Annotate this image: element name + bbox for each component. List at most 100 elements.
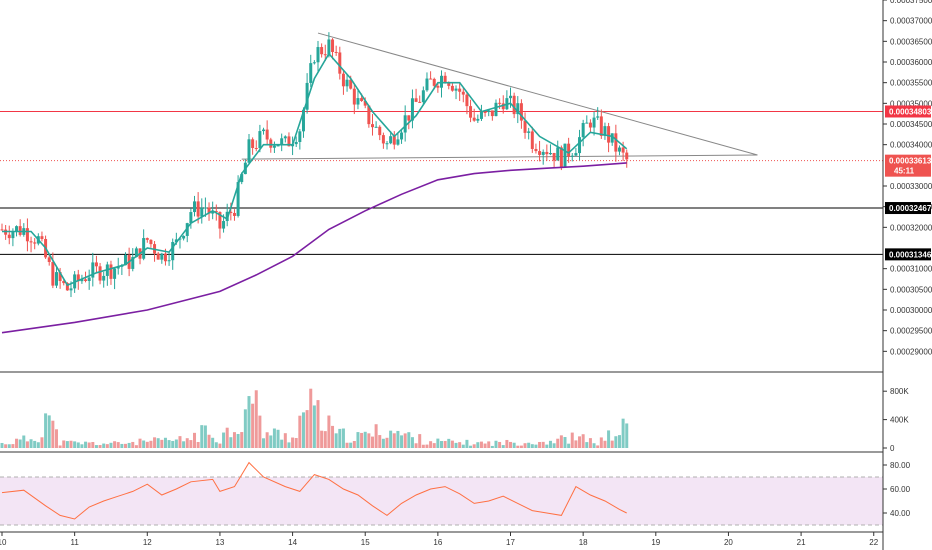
candle-body <box>625 152 629 160</box>
volume-bar <box>563 437 567 448</box>
volume-bar <box>167 440 171 448</box>
volume-bar <box>229 437 233 448</box>
rsi-line <box>1 461 627 520</box>
candle-body <box>545 151 549 155</box>
candle-body <box>276 145 280 147</box>
volume-bar <box>370 436 374 448</box>
candle-body <box>80 279 84 282</box>
rsi-pane <box>0 461 883 526</box>
candle-body <box>465 94 469 107</box>
price-pane <box>0 32 883 334</box>
price-tick-label: 0.00030000 <box>890 306 932 315</box>
volume-bar <box>163 437 167 448</box>
candle-body <box>94 262 98 267</box>
candle-body <box>309 63 313 83</box>
volume-bar <box>91 442 95 448</box>
candle-body <box>163 253 167 262</box>
volume-bar <box>465 439 469 448</box>
time-tick-label: 21 <box>797 538 806 547</box>
candle-body <box>563 143 567 168</box>
price-tick-label: 0.00035500 <box>890 79 932 88</box>
candle-body <box>494 102 498 117</box>
candle-body <box>367 105 371 125</box>
candle-body <box>530 131 534 149</box>
volume-bar <box>316 400 320 448</box>
candle-body <box>483 112 487 114</box>
candle-body <box>76 274 80 282</box>
volume-bar <box>592 443 596 448</box>
candle-body <box>516 103 520 115</box>
ma-line <box>2 52 628 287</box>
volume-bar <box>127 442 131 448</box>
volume-bar <box>585 442 589 448</box>
volume-bar <box>599 437 603 448</box>
volume-bar <box>218 443 222 448</box>
volume-bar <box>62 440 66 448</box>
candle-body <box>523 120 527 133</box>
candle-body <box>7 234 11 239</box>
volume-bar <box>51 420 55 448</box>
price-tick-label: 0.00033000 <box>890 182 932 191</box>
candle-body <box>421 90 425 103</box>
volume-bar <box>603 440 607 448</box>
volume-bar <box>483 443 487 448</box>
volume-bar <box>490 445 494 448</box>
volume-bar <box>94 445 98 448</box>
candle-body <box>87 277 91 281</box>
volume-bar <box>142 440 146 448</box>
volume-bar <box>84 441 88 448</box>
last-price-tag <box>885 154 931 177</box>
volume-bar <box>196 442 200 448</box>
level-tag-label: 0.00032467 <box>889 204 932 213</box>
candle-body <box>149 239 153 245</box>
volume-bar <box>323 431 327 448</box>
candle-body <box>552 153 556 161</box>
volume-bar <box>4 444 8 448</box>
candle-body <box>476 118 480 121</box>
candle-body <box>134 248 138 258</box>
candle-body <box>432 78 436 86</box>
candle-body <box>356 98 360 105</box>
volume-bar <box>523 443 527 448</box>
volume-bar <box>65 441 69 448</box>
candle-body <box>98 266 102 281</box>
volume-bar <box>240 432 244 448</box>
price-tick-label: 0.00036000 <box>890 58 932 67</box>
volume-bar <box>487 441 491 448</box>
candle-body <box>527 131 531 133</box>
volume-bar <box>7 444 11 448</box>
volume-bar <box>461 444 465 448</box>
volume-bar <box>519 445 523 448</box>
candle-body <box>323 54 327 56</box>
volume-bar <box>570 432 574 448</box>
candle-body <box>490 110 494 117</box>
volume-bar <box>182 441 186 448</box>
volume-bar <box>87 442 91 448</box>
volume-bar <box>269 435 273 448</box>
price-tick-label: 0.00034500 <box>890 120 932 129</box>
candle-body <box>349 79 353 89</box>
volume-bar <box>381 438 385 448</box>
candle-body <box>167 260 171 262</box>
volume-bar <box>548 440 552 448</box>
volume-bar <box>243 409 247 448</box>
candle-body <box>229 211 233 213</box>
volume-bar <box>450 440 454 448</box>
volume-bar <box>262 438 266 448</box>
volume-bar <box>298 415 302 448</box>
level-tag-label: 0.00034803 <box>889 107 932 116</box>
candle-body <box>370 124 374 128</box>
volume-bar <box>312 405 316 448</box>
candle-body <box>538 151 542 155</box>
candle-body <box>469 106 473 118</box>
volume-bar <box>469 445 473 448</box>
volume-bar <box>429 441 433 448</box>
candle-body <box>222 221 226 229</box>
candle-body <box>487 110 491 113</box>
candle-body <box>574 153 578 156</box>
volume-bar <box>578 436 582 448</box>
volume-bar <box>18 439 22 448</box>
price-tick-label: 0.00029500 <box>890 327 932 336</box>
volume-bar <box>421 444 425 448</box>
